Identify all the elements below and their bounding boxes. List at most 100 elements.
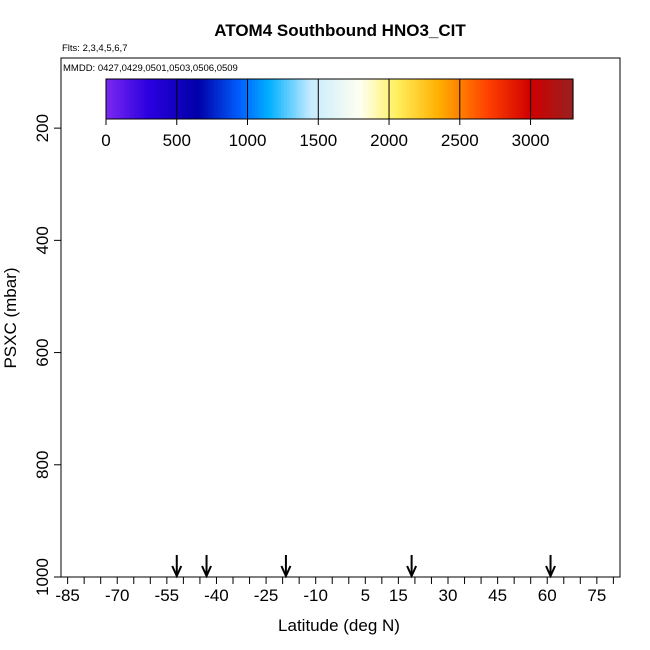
observation-point xyxy=(581,296,586,301)
observation-point xyxy=(262,572,267,577)
observation-point xyxy=(536,206,541,211)
observation-point xyxy=(453,498,458,503)
observation-point xyxy=(486,565,491,570)
observation-point xyxy=(330,364,335,369)
observation-point xyxy=(508,297,513,302)
observation-point xyxy=(569,144,574,149)
observation-point xyxy=(272,267,277,272)
observation-point xyxy=(529,438,534,443)
observation-point xyxy=(542,172,547,177)
observation-point xyxy=(147,459,152,464)
observation-point xyxy=(265,269,270,274)
observation-point xyxy=(514,438,519,443)
observation-point xyxy=(81,400,86,405)
observation-point xyxy=(165,188,170,193)
observation-point xyxy=(299,568,304,573)
observation-point xyxy=(248,359,253,364)
observation-point xyxy=(518,298,523,303)
observation-point xyxy=(222,206,227,211)
observation-point xyxy=(224,493,229,498)
observation-point xyxy=(448,539,453,544)
observation-point xyxy=(280,293,285,298)
observation-point xyxy=(357,522,362,527)
observation-point xyxy=(313,371,318,376)
observation-point xyxy=(512,445,517,450)
observation-point xyxy=(532,562,537,567)
observation-point xyxy=(362,274,367,279)
observation-point xyxy=(227,390,232,395)
observation-point xyxy=(184,222,189,227)
observation-point xyxy=(251,299,256,304)
observation-point xyxy=(218,537,223,542)
observation-point xyxy=(127,332,132,337)
observation-point xyxy=(233,380,238,385)
observation-point xyxy=(106,428,111,433)
observation-point xyxy=(333,257,338,262)
observation-point xyxy=(73,199,78,204)
observation-point xyxy=(267,526,272,531)
observation-point xyxy=(175,541,180,546)
observation-point xyxy=(265,472,270,477)
observation-point xyxy=(147,474,152,479)
observation-point xyxy=(531,368,536,373)
observation-point xyxy=(514,319,519,324)
observation-point xyxy=(235,165,240,170)
observation-point xyxy=(141,475,146,480)
observation-point xyxy=(332,179,337,184)
observation-point xyxy=(536,481,541,486)
observation-point xyxy=(537,376,542,381)
observation-point xyxy=(142,484,147,489)
observation-point xyxy=(459,451,464,456)
observation-point xyxy=(124,167,129,172)
observation-point xyxy=(409,317,414,322)
observation-point xyxy=(207,487,212,492)
observation-point xyxy=(296,217,301,222)
observation-point xyxy=(152,404,157,409)
observation-point xyxy=(270,330,275,335)
observation-point xyxy=(268,157,273,162)
observation-point xyxy=(267,414,272,419)
observation-point xyxy=(250,206,255,211)
observation-point xyxy=(75,409,80,414)
observation-point xyxy=(317,551,322,556)
observation-point xyxy=(287,336,292,341)
observation-point xyxy=(257,567,262,572)
observation-point xyxy=(472,201,477,206)
observation-point xyxy=(433,425,438,430)
observation-point xyxy=(205,438,210,443)
observation-point xyxy=(334,575,339,577)
observation-point xyxy=(293,314,298,319)
observation-point xyxy=(463,203,468,208)
observation-point xyxy=(441,239,446,244)
observation-point xyxy=(98,492,103,497)
observation-point xyxy=(72,346,77,351)
observation-point xyxy=(111,540,116,545)
observation-point xyxy=(527,340,532,345)
observation-point xyxy=(230,463,235,468)
observation-point xyxy=(368,197,373,202)
observation-point xyxy=(285,517,290,522)
observation-point xyxy=(128,300,133,305)
observation-point xyxy=(377,399,382,404)
observation-point xyxy=(578,344,583,349)
observation-point xyxy=(577,404,582,409)
observation-point xyxy=(529,257,534,262)
observation-point xyxy=(384,464,389,469)
observation-point xyxy=(357,190,362,195)
observation-point xyxy=(455,175,460,180)
observation-point xyxy=(479,268,484,273)
observation-point xyxy=(487,178,492,183)
observation-point xyxy=(412,168,417,173)
observation-point xyxy=(115,386,120,391)
observation-point xyxy=(92,265,97,270)
observation-point xyxy=(537,506,542,511)
observation-point xyxy=(146,540,151,545)
observation-point xyxy=(311,353,316,358)
observation-point xyxy=(549,240,554,245)
observation-point xyxy=(243,389,248,394)
observation-point xyxy=(270,240,275,245)
observation-point xyxy=(397,348,402,353)
observation-point xyxy=(71,334,76,339)
observation-point xyxy=(471,518,476,523)
observation-point xyxy=(72,247,77,252)
